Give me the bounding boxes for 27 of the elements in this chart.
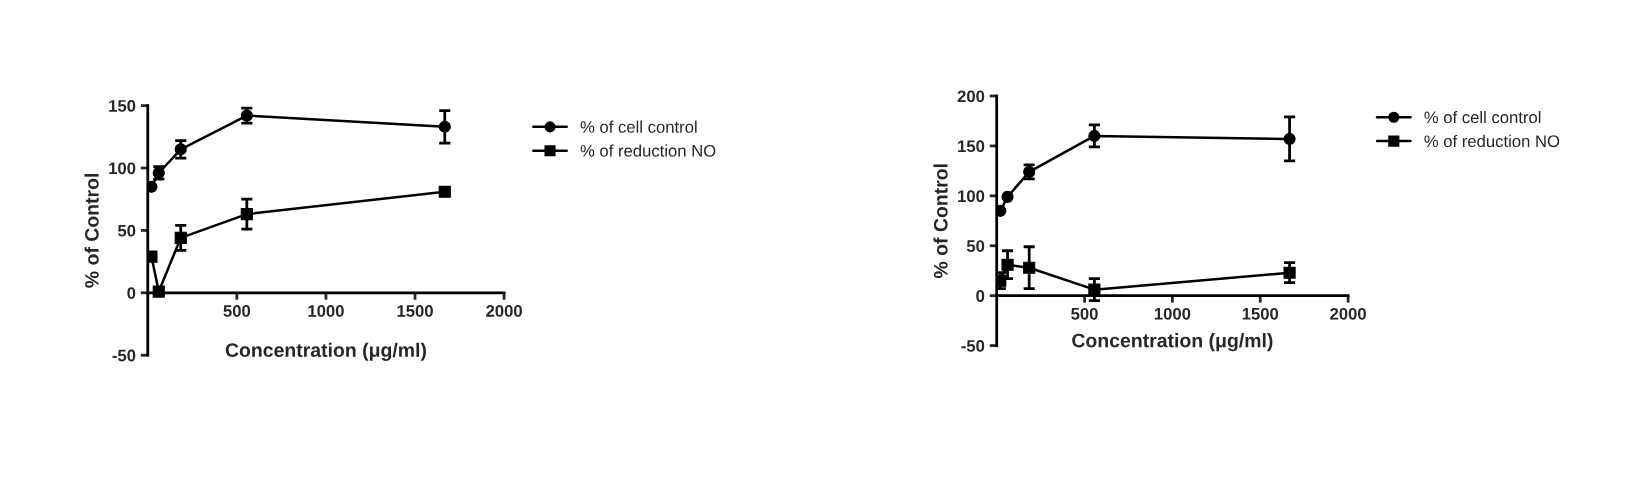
y-tick-label: 50 (966, 240, 985, 252)
y-axis-title: % of Control (933, 164, 948, 279)
legend-label: % of cell control (580, 120, 697, 133)
y-tick-label: 0 (976, 290, 985, 302)
y-tick-label: -50 (112, 349, 136, 362)
legend-label: % of cell control (1424, 111, 1541, 124)
x-tick-label: 500 (223, 305, 251, 317)
x-tick-label: 2000 (486, 305, 522, 317)
y-tick-label: 100 (958, 190, 985, 203)
x-tick-label: 1000 (308, 305, 344, 317)
y-tick-label: 150 (109, 100, 136, 112)
x-tick-label: 1500 (1242, 307, 1279, 320)
legend-label: % of reduction NO (580, 144, 716, 157)
y-axis-title: % of Control (84, 173, 99, 288)
legend-label: % of reduction NO (1424, 134, 1560, 148)
x-tick-label: 2000 (1330, 307, 1366, 320)
y-tick-label: -50 (961, 340, 985, 352)
y-tick-label: 100 (109, 162, 136, 175)
x-tick-label: 500 (1071, 307, 1098, 320)
x-tick-label: 1000 (1154, 307, 1191, 320)
y-tick-label: 0 (127, 287, 136, 299)
y-tick-label: 50 (117, 224, 136, 237)
x-axis-title: Concentration (μg/ml) (225, 342, 426, 361)
x-axis-title: Concentration (μg/ml) (1072, 333, 1273, 352)
y-tick-label: 200 (957, 90, 985, 103)
x-tick-label: 1500 (397, 305, 433, 317)
y-tick-label: 150 (958, 140, 985, 153)
